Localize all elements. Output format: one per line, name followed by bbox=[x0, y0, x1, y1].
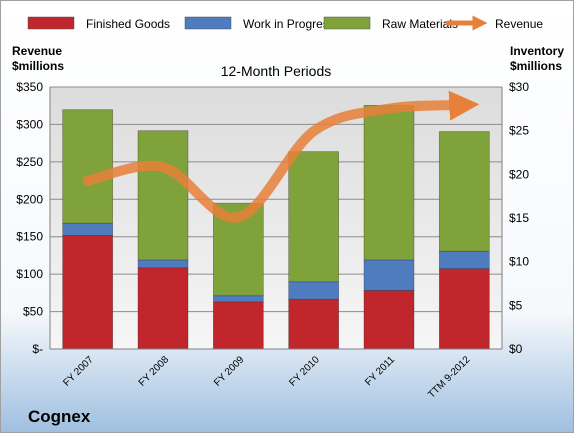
left-axis-ticks: $- $50 $100 $150 $200 $250 $300 $350 bbox=[16, 80, 43, 356]
bar-work-in-progress bbox=[363, 259, 415, 291]
left-tick-label: $50 bbox=[23, 305, 43, 319]
bar-finished-goods bbox=[363, 290, 415, 350]
bar-finished-goods bbox=[137, 267, 189, 350]
right-tick-label: $10 bbox=[509, 255, 529, 269]
left-tick-label: $150 bbox=[16, 230, 43, 244]
legend: Finished Goods Work in Progress Raw Mate… bbox=[27, 15, 543, 31]
right-tick-label: $5 bbox=[509, 298, 523, 312]
bar-raw-materials bbox=[137, 130, 189, 261]
company-name: Cognex bbox=[28, 407, 91, 426]
gridlines bbox=[50, 86, 502, 313]
bar-raw-materials bbox=[363, 104, 415, 261]
left-tick-label: $300 bbox=[16, 117, 43, 131]
bar-finished-goods bbox=[62, 235, 114, 350]
bar-work-in-progress bbox=[438, 250, 490, 270]
left-tick-label: $200 bbox=[16, 192, 43, 206]
bar-raw-materials bbox=[62, 109, 114, 224]
legend-label-raw-materials: Raw Materials bbox=[382, 17, 458, 31]
legend-swatch-raw-materials bbox=[323, 16, 371, 30]
bar-finished-goods bbox=[288, 298, 340, 350]
right-tick-label: $30 bbox=[509, 80, 529, 94]
bar-finished-goods bbox=[212, 301, 264, 350]
bar-raw-materials bbox=[288, 151, 340, 283]
left-tick-label: $- bbox=[32, 342, 43, 356]
bar-work-in-progress bbox=[62, 222, 114, 236]
left-axis-title-line1: Revenue bbox=[12, 44, 62, 58]
legend-label-revenue: Revenue bbox=[495, 17, 543, 31]
bar-work-in-progress bbox=[137, 259, 189, 269]
right-axis-ticks: $0 $5 $10 $15 $20 $25 $30 bbox=[509, 80, 529, 356]
bar-work-in-progress bbox=[288, 281, 340, 300]
legend-label-finished-goods: Finished Goods bbox=[86, 17, 170, 31]
legend-label-work-in-progress: Work in Progress bbox=[243, 17, 335, 31]
left-axis-title-line2: $millions bbox=[12, 59, 64, 73]
left-tick-label: $350 bbox=[16, 80, 43, 94]
right-tick-label: $20 bbox=[509, 167, 529, 181]
legend-swatch-finished-goods bbox=[27, 16, 75, 30]
revenue-series bbox=[82, 90, 480, 223]
right-tick-label: $0 bbox=[509, 342, 523, 356]
bar-raw-materials bbox=[438, 131, 490, 252]
legend-swatch-work-in-progress bbox=[184, 16, 232, 30]
left-tick-label: $250 bbox=[16, 155, 43, 169]
right-tick-label: $25 bbox=[509, 124, 529, 138]
right-tick-label: $15 bbox=[509, 211, 529, 225]
bar-work-in-progress bbox=[212, 295, 264, 303]
chart-title: 12-Month Periods bbox=[221, 63, 332, 79]
plot-area bbox=[50, 87, 502, 349]
bars bbox=[62, 104, 490, 350]
bar-finished-goods bbox=[438, 268, 490, 350]
right-axis-title-line1: Inventory bbox=[510, 44, 564, 58]
left-tick-label: $100 bbox=[16, 267, 43, 281]
revenue-line bbox=[82, 90, 480, 223]
right-axis-title-line2: $millions bbox=[510, 59, 562, 73]
